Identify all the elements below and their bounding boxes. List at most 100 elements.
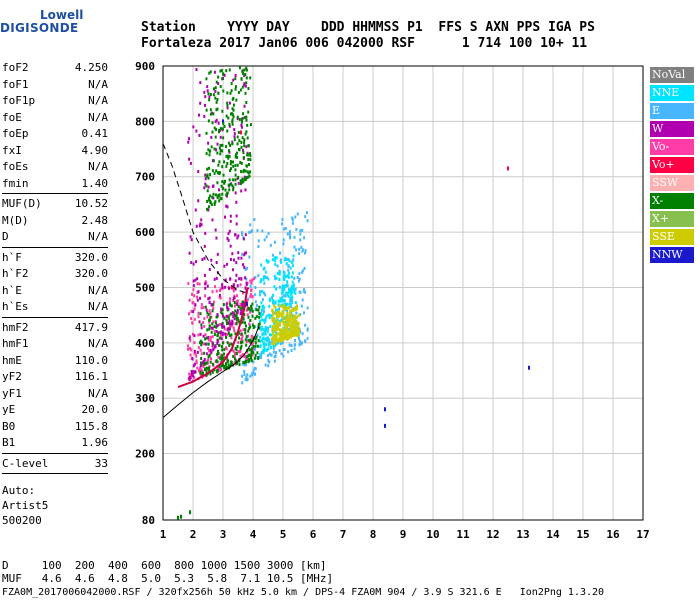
- echo-mark: [228, 101, 231, 105]
- echo-mark: [291, 218, 294, 222]
- echo-mark: [200, 368, 203, 372]
- echo-mark: [281, 309, 284, 313]
- legend-entry: W: [650, 121, 694, 137]
- echo-mark: [285, 322, 288, 326]
- echo-mark: [288, 271, 291, 275]
- echo-mark: [290, 292, 293, 296]
- echo-mark: [268, 316, 271, 320]
- echo-mark: [298, 272, 301, 276]
- echo-mark: [222, 122, 225, 126]
- echo-mark: [290, 287, 293, 291]
- echo-mark: [211, 370, 214, 374]
- echo-mark: [299, 232, 302, 236]
- echo-mark: [234, 74, 237, 78]
- echo-mark: [259, 353, 262, 357]
- echo-mark: [228, 300, 231, 304]
- echo-mark: [245, 343, 248, 347]
- echo-mark: [195, 68, 198, 72]
- echo-mark: [290, 348, 293, 352]
- echo-mark: [232, 188, 235, 192]
- echo-mark: [215, 276, 218, 280]
- echo-mark: [229, 182, 232, 186]
- echo-mark: [231, 107, 234, 111]
- echo-mark: [242, 302, 245, 306]
- echo-mark: [291, 299, 294, 303]
- echo-mark: [201, 369, 204, 373]
- echo-mark: [233, 128, 236, 132]
- echo-mark: [245, 76, 248, 80]
- echo-mark: [243, 373, 246, 377]
- file-info: FZA0M_2017006042000.RSF / 320fx256h 50 k…: [2, 587, 605, 598]
- echo-mark: [188, 377, 191, 381]
- echo-mark: [238, 350, 241, 354]
- param-row: hmF2 417.9: [2, 320, 108, 337]
- echo-mark: [220, 364, 223, 368]
- echo-mark: [263, 321, 266, 325]
- echo-mark: [249, 170, 252, 174]
- echo-mark: [260, 289, 263, 293]
- echo-mark: [262, 349, 265, 353]
- echo-mark: [229, 112, 232, 116]
- echo-mark: [244, 267, 247, 271]
- echo-mark: [211, 290, 214, 294]
- echo-mark: [209, 335, 212, 339]
- echo-mark: [212, 159, 215, 163]
- echo-mark: [268, 314, 271, 318]
- echo-mark: [267, 364, 270, 368]
- echo-mark: [227, 363, 230, 367]
- echo-mark: [209, 173, 212, 177]
- param-name: yE: [2, 403, 16, 416]
- echo-mark: [277, 308, 280, 312]
- echo-mark: [217, 91, 220, 95]
- echo-mark: [243, 82, 246, 86]
- echo-mark: [215, 108, 218, 112]
- echo-mark: [228, 325, 231, 329]
- echo-mark: [260, 328, 263, 332]
- echo-mark: [254, 300, 257, 304]
- echo-mark: [200, 306, 203, 310]
- echo-mark: [262, 310, 265, 314]
- echo-mark: [200, 223, 203, 227]
- echo-mark: [241, 177, 244, 181]
- echo-mark: [256, 229, 259, 233]
- echo-mark: [298, 252, 301, 256]
- echo-mark: [196, 277, 199, 281]
- echo-mark: [228, 319, 231, 323]
- echo-mark: [208, 153, 211, 157]
- echo-mark: [234, 153, 237, 157]
- echo-mark: [303, 266, 306, 270]
- echo-mark: [241, 69, 244, 73]
- echo-mark: [204, 294, 207, 298]
- echo-mark: [255, 308, 258, 312]
- echo-mark: [254, 341, 257, 345]
- echo-mark: [246, 306, 249, 310]
- echo-mark: [221, 363, 224, 367]
- echo-mark: [189, 346, 192, 350]
- echo-mark: [290, 313, 293, 317]
- echo-mark: [221, 149, 224, 153]
- echo-mark: [262, 332, 265, 336]
- echo-mark: [249, 338, 252, 342]
- echo-mark: [234, 182, 237, 186]
- echo-mark: [291, 295, 294, 299]
- param-separator: [2, 246, 108, 248]
- echo-mark: [282, 242, 285, 246]
- echo-mark: [188, 251, 191, 255]
- echo-mark: [229, 257, 232, 261]
- echo-mark: [240, 337, 243, 341]
- echo-mark: [273, 274, 276, 278]
- echo-mark: [299, 229, 302, 233]
- echo-mark: [223, 73, 226, 77]
- echo-mark: [208, 309, 211, 313]
- echo-mark: [234, 155, 237, 159]
- echo-mark: [228, 322, 231, 326]
- echo-mark: [221, 341, 224, 345]
- echo-mark: [283, 320, 286, 324]
- echo-mark: [244, 354, 247, 358]
- echo-mark: [226, 101, 229, 105]
- param-row: foEp 0.41: [2, 126, 108, 143]
- echo-mark: [293, 276, 296, 280]
- echo-mark: [257, 339, 260, 343]
- echo-mark: [206, 199, 209, 203]
- echo-mark: [209, 339, 212, 343]
